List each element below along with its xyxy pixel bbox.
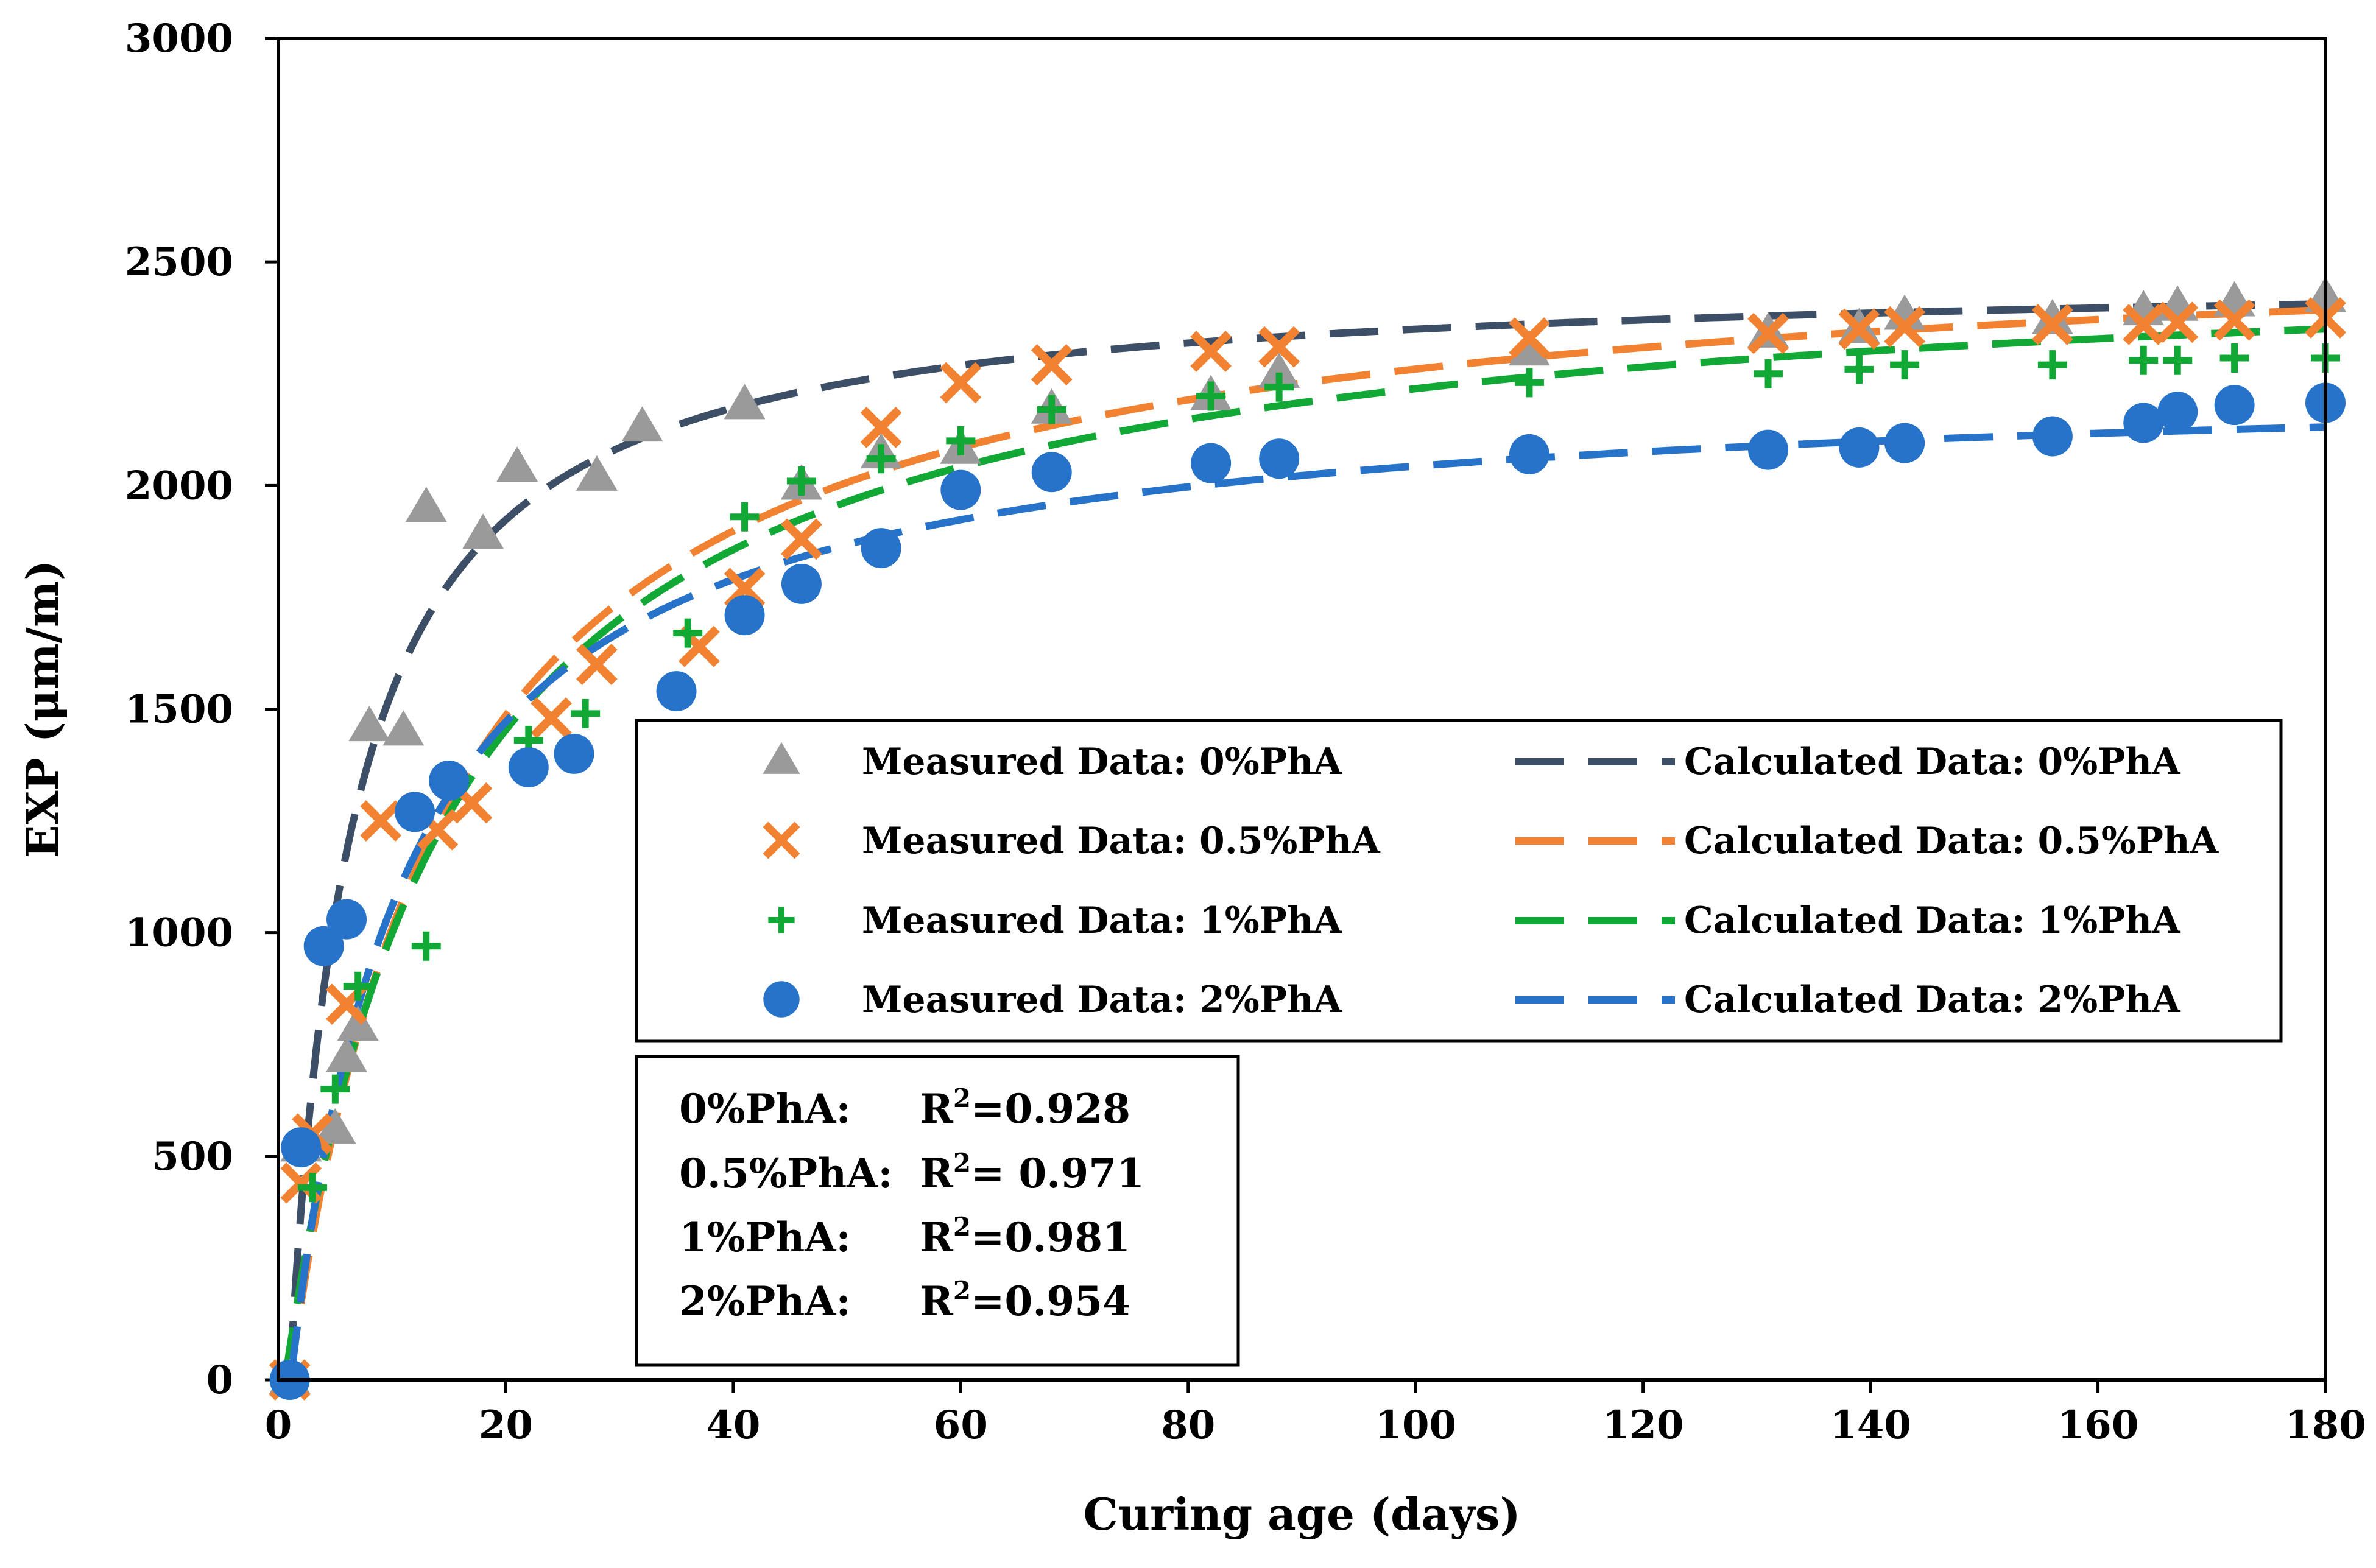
data-point-triangle [496,446,538,482]
data-point-plus [2038,350,2067,379]
legend-entry-calculated: Calculated Data: 0%PhA [1684,740,2181,783]
r-squared-label: 2%PhA: [679,1278,851,1325]
data-point-circle [1884,423,1925,463]
data-point-circle [2157,392,2198,432]
data-point-triangle [406,487,447,522]
data-point-x [582,650,612,679]
data-point-plus [1890,350,1919,379]
y-axis-title: EXP (μm/m) [16,560,68,858]
legend-entry-calculated: Calculated Data: 0.5%PhA [1684,820,2219,862]
x-tick-label: 0 [265,1402,292,1448]
data-point-circle [725,595,765,635]
legend-entry-measured: Measured Data: 0%PhA [862,740,1343,783]
data-point-x [787,524,816,554]
data-point-circle [1191,443,1231,483]
data-point-circle [2123,403,2163,443]
data-point-circle [1748,430,1788,470]
data-point-circle [1509,434,1549,474]
x-tick-label: 60 [934,1402,988,1448]
data-point-x [366,806,395,835]
x-tick-label: 40 [706,1402,760,1448]
data-point-circle [2215,385,2255,425]
legend-entry-measured: Measured Data: 0.5%PhA [862,820,1381,862]
data-point-circle [861,528,901,568]
r-squared-value: R2=0.981 [920,1212,1130,1261]
x-tick-label: 80 [1161,1402,1215,1448]
data-point-plus [730,502,760,532]
data-point-circle [657,671,697,711]
data-point-triangle [576,455,618,491]
data-point-circle [940,470,981,510]
x-axis-title: Curing age (days) [1083,1488,1520,1540]
legend-entry-measured: Measured Data: 2%PhA [862,979,1343,1021]
r-squared-label: 0.5%PhA: [679,1150,893,1197]
data-point-triangle [326,1036,367,1072]
y-tick-label: 2000 [125,463,233,508]
data-point-circle [763,981,799,1017]
data-point-plus [1754,359,1783,388]
y-tick-label: 500 [152,1134,233,1180]
y-tick-label: 2500 [125,239,233,285]
data-point-plus [2163,346,2192,375]
x-tick-label: 100 [1375,1402,1456,1448]
data-point-circle [1259,438,1299,479]
r-squared-value: R2=0.928 [920,1083,1130,1133]
legend-entry-calculated: Calculated Data: 1%PhA [1684,899,2181,942]
data-point-plus [867,444,896,473]
x-tick-label: 120 [1602,1402,1684,1448]
data-point-x [946,368,975,397]
data-point-circle [781,564,822,604]
data-point-circle [554,734,594,774]
data-point-circle [509,747,549,787]
data-point-triangle [622,406,663,441]
y-tick-label: 0 [206,1357,233,1403]
r-squared-label: 1%PhA: [679,1214,851,1261]
data-point-plus [2129,346,2158,375]
data-point-circle [281,1127,321,1167]
x-tick-label: 140 [1830,1402,1911,1448]
x-tick-label: 20 [479,1402,533,1448]
y-tick-label: 1500 [125,687,233,733]
data-point-plus [412,932,441,961]
legend-entry-calculated: Calculated Data: 2%PhA [1684,979,2181,1021]
r-squared-label: 0%PhA: [679,1085,851,1133]
legend: Measured Data: 0%PhA Measured Data: 0.5%P… [636,720,2281,1041]
data-point-plus [1844,354,1874,384]
data-point-triangle [382,710,424,745]
data-point-circle [429,761,469,801]
x-tick-label: 160 [2057,1402,2139,1448]
data-point-circle [2032,417,2073,457]
data-point-circle [1839,427,1879,468]
data-point-circle [326,899,367,940]
data-point-plus [2220,343,2249,373]
chart: 0 20 40 60 80 100 120 140 160 180 0 500 1000 1500 2000… [0,0,2376,1568]
data-point-plus [1515,368,1544,397]
r-squared-value: R2=0.954 [920,1276,1130,1325]
y-tick-label: 1000 [125,910,233,956]
data-point-circle [1032,452,1072,492]
legend-entry-measured: Measured Data: 1%PhA [862,899,1343,942]
r-squared-box: 0%PhA: R2=0.928 0.5%PhA: R2= 0.971 1%PhA: R2=… [636,1056,1238,1365]
data-point-plus [571,699,600,728]
data-point-x [537,703,566,733]
data-point-circle [395,792,435,832]
y-tick-label: 3000 [125,16,233,62]
x-tick-label: 180 [2285,1402,2366,1448]
